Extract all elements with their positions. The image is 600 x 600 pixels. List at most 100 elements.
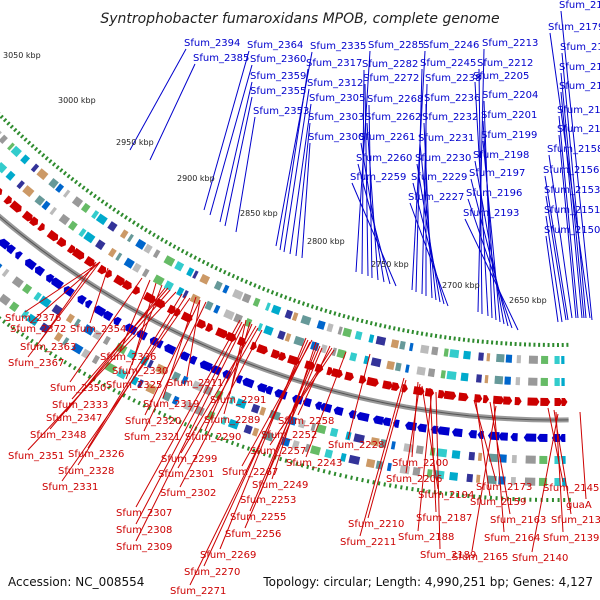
- reverse-gene-label: Sfum_2321: [124, 432, 180, 443]
- forward-gene-label: Sfum_2262: [365, 112, 421, 123]
- feature-block: [528, 355, 538, 364]
- feature-block: [505, 354, 513, 363]
- reverse-gene-arrow: [97, 264, 107, 275]
- feature-block: [145, 383, 158, 395]
- map-title: Syntrophobacter fumaroxidans MPOB, compl…: [100, 11, 499, 27]
- reverse-gene-label: Sfum_2351: [8, 451, 64, 462]
- blue-leader-line: [548, 154, 573, 319]
- reverse-gene-label: Sfum_2372: [10, 324, 66, 335]
- cog-feature-block: [123, 257, 135, 269]
- feature-block: [213, 280, 223, 291]
- red-leader-line: [203, 339, 309, 567]
- scale-tick: [360, 318, 364, 324]
- reverse-gene-arrow: [331, 368, 343, 379]
- red-leader-line: [39, 261, 97, 342]
- cog-feature-block: [1, 268, 10, 278]
- scale-tick: [405, 486, 409, 491]
- feature-block: [119, 229, 129, 239]
- scale-tick: [337, 312, 341, 318]
- reverse-gene-label: Sfum_2243: [286, 458, 342, 469]
- reverse-gene-label: Sfum_2325: [106, 380, 162, 391]
- reverse-gene-arrow: [121, 279, 132, 291]
- blue-leader-line: [129, 48, 187, 151]
- scale-tick: [55, 165, 60, 170]
- feature-block: [26, 313, 40, 327]
- reverse-gene-arrow: [503, 396, 513, 405]
- blue-leader-line: [279, 68, 309, 251]
- forward-gene-label: Sfum_2204: [482, 90, 538, 101]
- scale-tick: [74, 179, 79, 185]
- forward-gene-label: Sfum_2317: [306, 58, 362, 69]
- reverse-gene-label: Sfum_2164: [484, 533, 540, 544]
- blue-leader-line: [219, 81, 253, 223]
- cog-feature-block: [390, 441, 396, 450]
- cog-feature-block: [182, 289, 189, 299]
- scale-tick: [306, 302, 310, 308]
- scale-tick: [344, 474, 348, 479]
- forward-gene-label: Sfum_2213: [482, 38, 538, 49]
- scale-tick: [422, 488, 425, 493]
- feature-block: [412, 467, 421, 477]
- scale-tick: [279, 456, 283, 462]
- feature-block: [326, 323, 334, 333]
- reverse-gene-label: Sfum_2333: [52, 400, 108, 411]
- scale-tick: [388, 325, 392, 330]
- cog-feature-block: [540, 377, 548, 386]
- feature-block: [426, 469, 433, 478]
- feature-block: [36, 168, 49, 181]
- cog-feature-block: [427, 368, 436, 378]
- reverse-gene-arrow: [83, 256, 95, 267]
- blue-leader-line: [295, 122, 311, 257]
- scale-tick: [152, 232, 156, 238]
- cog-feature-block: [141, 268, 150, 278]
- scale-tick: [168, 415, 172, 420]
- scale-tick: [178, 419, 182, 425]
- scale-tick: [160, 237, 164, 242]
- summary-text: Topology: circular; Length: 4,990,251 bp…: [262, 575, 593, 589]
- blue-leader-line: [560, 72, 585, 319]
- feature-block: [463, 350, 471, 360]
- reverse-gene-arrow: [204, 322, 213, 332]
- reverse-gene-arrow: [278, 351, 286, 361]
- red-leader-line: [71, 287, 169, 400]
- reverse-gene-arrow: [28, 216, 39, 226]
- cog-feature-block: [554, 377, 560, 386]
- scale-tick: [427, 489, 431, 494]
- feature-block: [20, 309, 30, 320]
- kbp-label: 3000 kbp: [58, 96, 96, 105]
- scale-tick: [37, 149, 42, 155]
- scale-tick: [214, 265, 219, 271]
- cog-feature-block: [244, 317, 253, 328]
- reverse-gene-label: Sfum_2252: [261, 430, 317, 441]
- cog-feature-block: [329, 427, 339, 438]
- scale-tick: [59, 168, 64, 173]
- accession-text: Accession: NC_008554: [8, 575, 144, 589]
- scale-tick: [122, 393, 126, 398]
- scale-tick: [108, 204, 113, 210]
- cog-feature-block: [403, 443, 414, 453]
- reverse-gene-arrow: [474, 394, 483, 403]
- forward-gene-label: Sfum_2230: [415, 153, 471, 164]
- feature-block: [91, 210, 100, 220]
- scale-tick: [15, 329, 20, 334]
- forward-gene-arrow: [257, 383, 268, 393]
- scale-tick: [279, 293, 283, 298]
- reverse-gene-arrow: [366, 376, 379, 387]
- feature-block: [291, 440, 300, 450]
- scale-tick: [215, 434, 219, 440]
- forward-gene-label: Sfum_2212: [477, 58, 533, 69]
- label-leader-lines: [24, 10, 593, 586]
- cog-feature-block: [5, 170, 16, 181]
- feature-block: [431, 346, 439, 356]
- feature-block: [80, 202, 91, 213]
- scale-tick: [252, 448, 256, 453]
- cog-feature-block: [67, 220, 78, 231]
- reverse-gene-label: Sfum_2354: [70, 324, 126, 335]
- scale-tick: [244, 279, 248, 284]
- forward-gene-arrow: [113, 316, 122, 327]
- forward-gene-label: Sfum_2335: [310, 41, 366, 52]
- red-leader-line: [429, 387, 437, 513]
- feature-block: [541, 355, 549, 364]
- cog-feature-block: [147, 359, 154, 369]
- genome-backbone: [0, 213, 569, 423]
